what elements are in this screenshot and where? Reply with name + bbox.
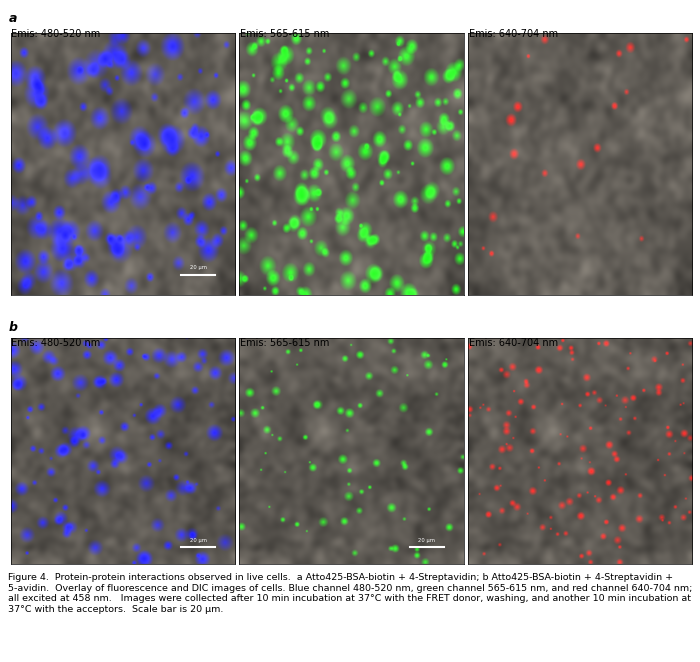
Text: 20 μm: 20 μm bbox=[419, 538, 435, 543]
Text: 20 μm: 20 μm bbox=[190, 265, 206, 270]
Text: a: a bbox=[8, 12, 17, 25]
Text: Figure 4.  Protein-protein interactions observed in live cells.  a Atto425-BSA-b: Figure 4. Protein-protein interactions o… bbox=[8, 573, 693, 614]
Text: Emis: 480-520 nm: Emis: 480-520 nm bbox=[11, 338, 101, 348]
Text: Emis: 640-704 nm: Emis: 640-704 nm bbox=[468, 29, 558, 39]
Text: Emis: 480-520 nm: Emis: 480-520 nm bbox=[11, 29, 101, 39]
Text: Emis: 565-615 nm: Emis: 565-615 nm bbox=[240, 338, 329, 348]
Text: b: b bbox=[8, 321, 18, 334]
Text: Emis: 640-704 nm: Emis: 640-704 nm bbox=[468, 338, 558, 348]
Text: Emis: 565-615 nm: Emis: 565-615 nm bbox=[240, 29, 329, 39]
Text: 20 μm: 20 μm bbox=[190, 538, 206, 543]
